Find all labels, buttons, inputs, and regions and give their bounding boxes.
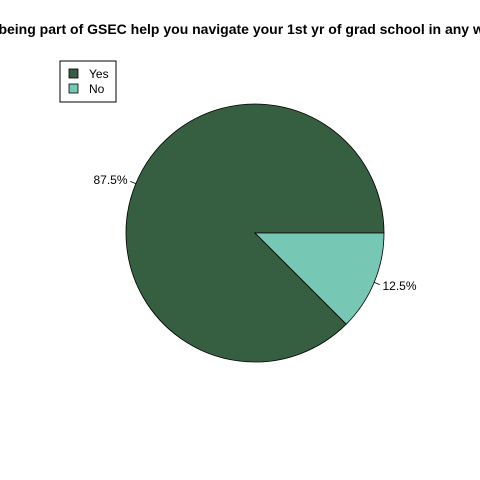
legend-swatch-yes [68,68,79,79]
pie-slices [125,103,385,363]
label-tick-no [374,281,380,286]
label-tick-yes [130,180,136,185]
legend: Yes No [59,60,117,103]
pie-slice-no [254,232,385,325]
pie-labels: 87.5% 12.5% [93,173,416,293]
chart-title: Did being part of GSEC help you navigate… [0,21,480,37]
legend-label-no: No [89,82,105,96]
legend-box [59,60,117,103]
data-label-no: 12.5% [382,279,416,293]
data-label-yes: 87.5% [93,173,127,187]
legend-swatch-no [68,83,79,94]
legend-label-yes: Yes [89,67,109,81]
